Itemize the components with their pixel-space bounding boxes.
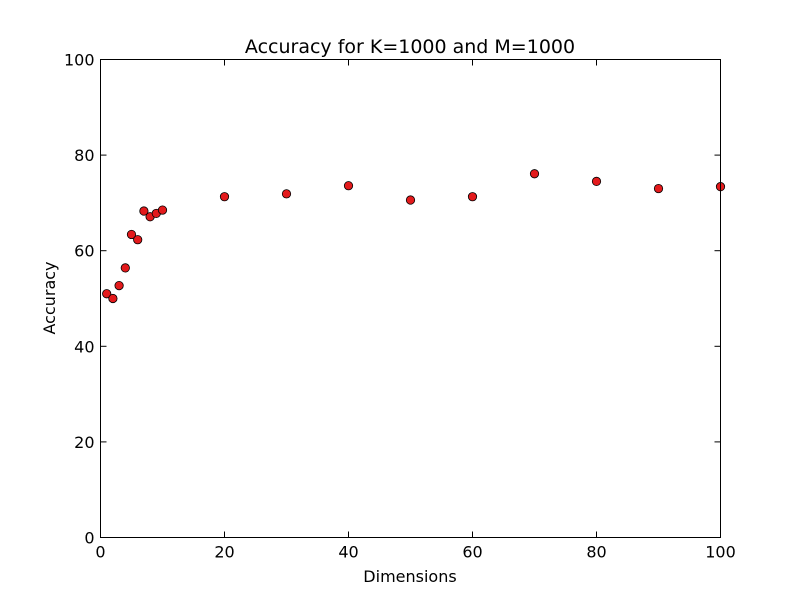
y-axis-label: Accuracy	[40, 261, 59, 334]
data-points	[102, 169, 726, 304]
y-tick-label: 40	[74, 337, 94, 356]
y-tick-label: 60	[74, 242, 94, 261]
data-point	[529, 169, 540, 179]
data-point	[133, 235, 143, 245]
data-point	[108, 293, 118, 304]
data-point	[102, 289, 112, 299]
data-point	[591, 176, 602, 186]
x-tick-label: 20	[214, 543, 234, 562]
y-tick-label: 0	[84, 529, 94, 548]
x-tick-label: 0	[95, 543, 105, 562]
data-point	[219, 192, 230, 202]
data-point	[126, 229, 137, 240]
data-point	[120, 263, 130, 273]
y-tick-label: 100	[64, 51, 95, 70]
x-tick-label: 60	[462, 543, 482, 562]
x-axis-label: Dimensions	[363, 567, 456, 586]
data-point	[139, 206, 149, 216]
axis-ticks: 0 20 40 60 80 100 0 20 40 60 80 100	[64, 51, 736, 562]
y-tick-label: 80	[74, 146, 94, 165]
x-tick-label: 40	[338, 543, 358, 562]
y-tick-label: 20	[74, 433, 94, 452]
data-point	[653, 183, 664, 194]
data-point	[405, 195, 416, 205]
data-point	[281, 189, 292, 199]
x-tick-label: 100	[705, 543, 736, 562]
data-point	[114, 280, 124, 291]
data-point	[157, 205, 168, 215]
chart-title: Accuracy for K=1000 and M=1000	[245, 36, 575, 58]
data-point	[343, 181, 354, 191]
plot-frame	[100, 59, 721, 538]
x-tick-label: 80	[586, 543, 606, 562]
data-point	[467, 192, 478, 202]
